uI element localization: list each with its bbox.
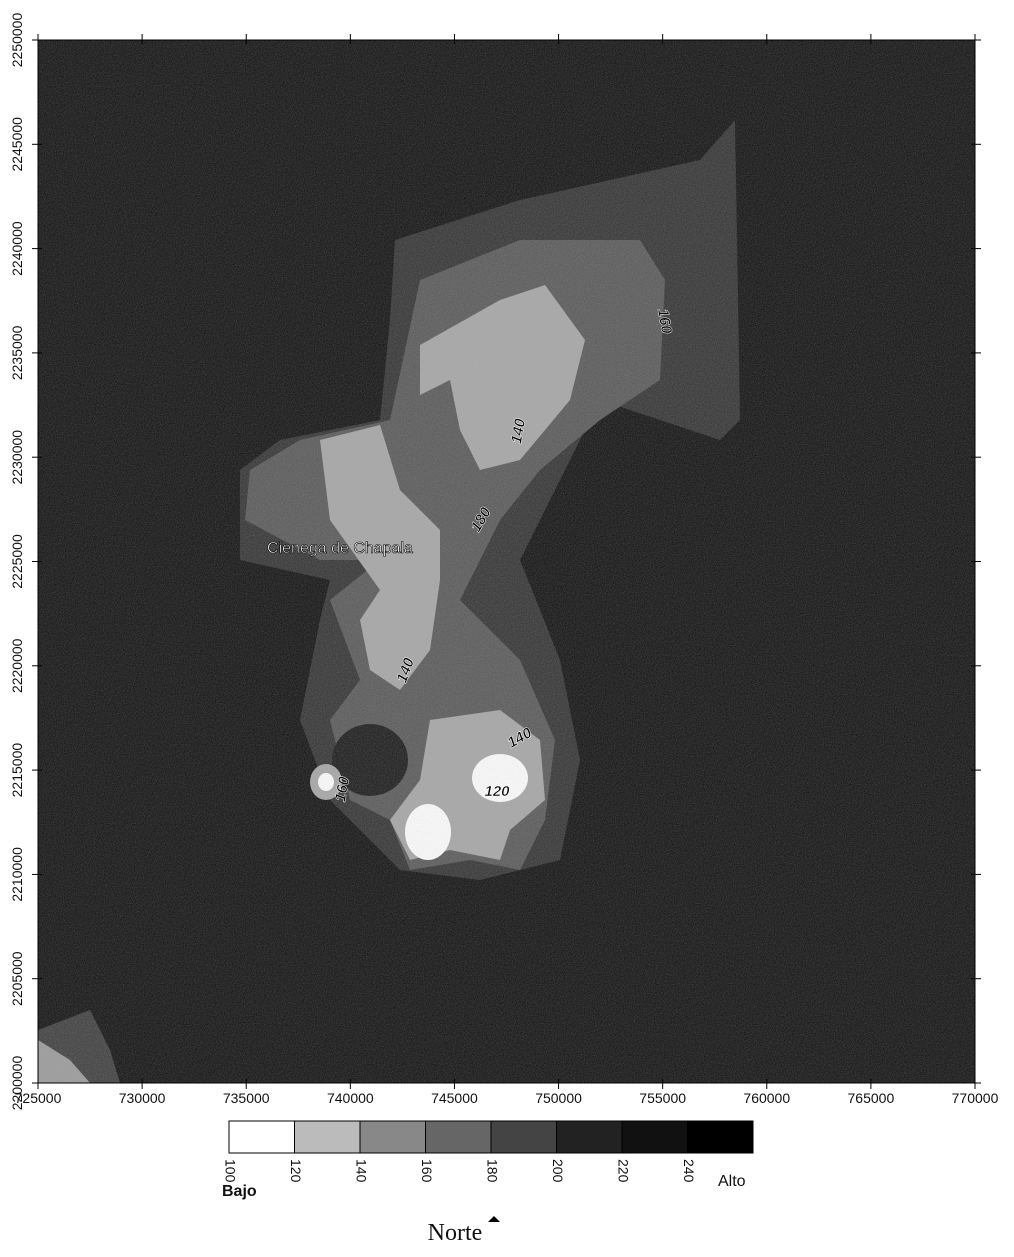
map-frame [38, 40, 975, 1083]
map-figure: Cienega de Chapala 140140120140160180160… [0, 0, 1014, 1252]
y-tick-label: 2235000 [9, 325, 25, 380]
legend-swatch [426, 1121, 492, 1153]
x-tick-label: 760000 [743, 1090, 790, 1106]
y-tick-label: 2215000 [9, 743, 25, 798]
legend-swatch [557, 1121, 623, 1153]
x-tick-label: 735000 [223, 1090, 270, 1106]
legend-level: 200 [550, 1159, 566, 1183]
y-tick-label: 2220000 [9, 638, 25, 693]
legend-level: 140 [353, 1159, 369, 1183]
x-tick-label: 740000 [327, 1090, 374, 1106]
legend-swatch [622, 1121, 688, 1153]
legend-high: Alto [718, 1173, 746, 1190]
legend-low: Bajo [222, 1183, 257, 1200]
y-tick-label: 2230000 [9, 430, 25, 485]
map-texture [38, 40, 975, 1083]
x-tick-label: 730000 [119, 1090, 166, 1106]
legend-level: 120 [288, 1159, 304, 1183]
legend-swatch [295, 1121, 361, 1153]
x-tick-label: 770000 [952, 1090, 999, 1106]
north-label: Norte [428, 1220, 483, 1246]
legend: 100 120 140 160 180 200 220 240 Bajo Alto [222, 1121, 753, 1200]
north-arrow [488, 1216, 500, 1222]
y-tick-label: 2205000 [9, 951, 25, 1006]
legend-level: 220 [615, 1159, 631, 1183]
legend-swatch [360, 1121, 426, 1153]
x-tick-label: 765000 [848, 1090, 895, 1106]
legend-swatch [229, 1121, 295, 1153]
legend-level: 160 [419, 1159, 435, 1183]
y-tick-label: 2250000 [9, 13, 25, 68]
x-tick-label: 755000 [639, 1090, 686, 1106]
legend-level: 100 [222, 1159, 238, 1183]
legend-swatch [688, 1121, 754, 1153]
y-tick-label: 2225000 [9, 534, 25, 589]
y-tick-label: 2200000 [9, 1056, 25, 1111]
legend-level: 180 [484, 1159, 500, 1183]
place-label: Cienega de Chapala [267, 540, 413, 557]
x-tick-label: 750000 [535, 1090, 582, 1106]
y-tick-label: 2210000 [9, 847, 25, 902]
legend-level: 240 [681, 1159, 697, 1183]
y-tick-label: 2240000 [9, 221, 25, 276]
x-tick-label: 745000 [431, 1090, 478, 1106]
contour-label: 120 [484, 783, 510, 800]
y-tick-label: 2245000 [9, 117, 25, 172]
legend-swatch [491, 1121, 557, 1153]
